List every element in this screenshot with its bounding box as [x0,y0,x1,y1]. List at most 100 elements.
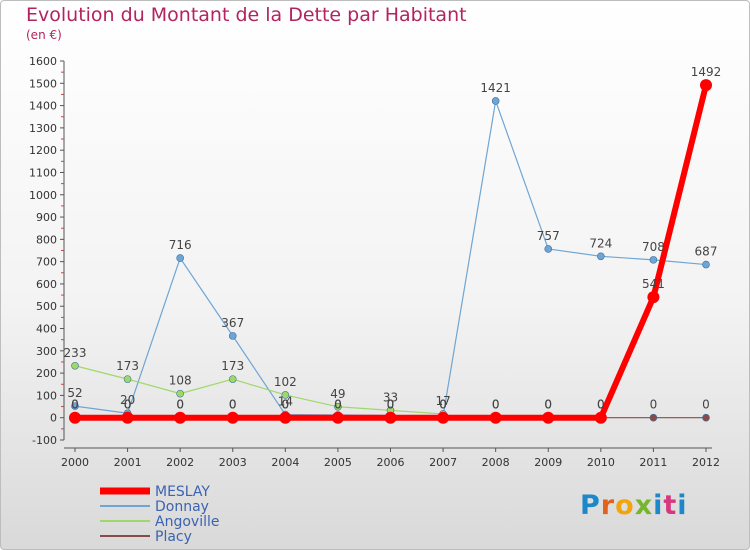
data-label-angoville: 233 [64,346,87,360]
data-label-angoville: 33 [383,390,398,404]
legend-label-angoville: Angoville [155,514,219,530]
x-tick-label: 2012 [692,456,720,469]
data-label-donnay: 1421 [480,81,511,95]
data-label-donnay: 716 [169,238,192,252]
data-label-angoville: 173 [221,359,244,373]
y-tick-label: -100 [32,434,57,447]
y-tick-label: 700 [36,256,57,269]
data-label-placy: 0 [544,398,552,412]
data-label-placy: 0 [176,398,184,412]
chart-subtitle: (en €) [26,28,62,42]
y-tick-label: 1500 [29,77,57,90]
data-point-meslay [647,291,660,304]
data-label-angoville: 173 [116,359,139,373]
legend-label-placy: Placy [155,529,192,545]
data-label-meslay: 0 [492,398,500,412]
data-point-donnay [491,97,500,105]
data-point-donnay [71,402,79,410]
data-label-placy: 0 [439,398,447,412]
data-label-meslay: 0 [544,398,552,412]
y-tick-label: 1400 [29,100,57,113]
series-layer [69,79,712,424]
y-tick-label: 1200 [29,144,57,157]
y-tick-label: 1600 [29,55,57,68]
data-label-meslay: 0 [597,398,605,412]
data-label-placy: 0 [229,398,237,412]
data-point-donnay [597,252,605,261]
data-point-placy [702,413,710,422]
x-tick-label: 2004 [271,456,299,469]
data-label-placy: 0 [282,398,290,412]
data-point-angoville [71,361,79,370]
x-tick-label: 2009 [534,456,562,469]
data-label-donnay: 708 [642,240,665,254]
x-tick-label: 2011 [639,456,667,469]
series-line-donnay [74,100,707,417]
data-point-meslay [331,411,344,424]
y-tick-label: 1300 [29,122,57,135]
data-point-donnay [176,254,184,262]
data-point-meslay [174,411,187,424]
axes: -100010020030040050060070080090010001100… [29,55,720,469]
data-point-meslay [69,411,81,424]
y-tick-label: 600 [36,278,57,291]
x-tick-label: 2008 [482,456,510,469]
x-tick-label: 2003 [219,456,247,469]
chart-title: Evolution du Montant de la Dette par Hab… [26,4,467,26]
legend-label-donnay: Donnay [155,499,209,515]
data-point-meslay [121,411,134,424]
y-tick-label: 100 [36,389,57,402]
data-label-placy: 0 [492,398,500,412]
data-point-meslay [594,411,607,424]
data-label-donnay: 724 [589,236,612,250]
y-tick-label: 1000 [29,189,57,202]
data-point-angoville [228,375,237,383]
data-label-donnay: 367 [221,316,244,330]
data-point-meslay [542,411,555,424]
proxiti-logo: Proxiti [580,490,688,521]
x-tick-label: 2005 [324,456,352,469]
data-point-angoville [123,375,132,383]
data-label-meslay: 0 [124,398,132,412]
data-point-meslay [700,79,712,92]
legend-label-meslay: MESLAY [155,484,210,500]
data-label-meslay: 0 [439,398,447,412]
data-label-placy: 0 [597,398,605,412]
y-tick-label: 500 [36,300,57,313]
x-tick-label: 2001 [114,456,142,469]
y-tick-label: 900 [36,211,57,224]
data-point-meslay [226,411,239,424]
data-label-donnay: 20 [120,393,135,407]
data-point-meslay [437,411,450,424]
data-point-donnay [649,256,658,264]
y-tick-label: 200 [36,367,57,380]
data-label-donnay: 687 [695,245,718,259]
data-point-angoville [334,402,342,411]
data-point-meslay [384,411,397,424]
x-tick-label: 2006 [377,456,405,469]
data-label-angoville: 17 [435,394,450,408]
data-label-placy: 0 [334,398,342,412]
data-label-meslay: 0 [229,398,237,412]
y-tick-label: 300 [36,345,57,358]
data-point-donnay [228,332,237,340]
data-label-placy: 0 [124,398,132,412]
data-point-meslay [279,411,292,424]
data-label-meslay: 0 [71,398,79,412]
data-label-angoville: 102 [274,375,297,389]
data-point-placy [649,413,658,422]
data-label-donnay: 52 [67,386,82,400]
x-tick-label: 2007 [429,456,457,469]
x-tick-label: 2010 [587,456,615,469]
y-tick-label: 400 [36,323,57,336]
data-label-meslay: 0 [387,398,395,412]
series-line-angoville [74,365,444,415]
data-point-donnay [544,245,553,253]
x-tick-label: 2002 [166,456,194,469]
data-point-angoville [281,391,290,399]
data-point-donnay [702,260,710,269]
data-point-meslay [489,411,502,424]
y-tick-label: 0 [50,412,57,425]
